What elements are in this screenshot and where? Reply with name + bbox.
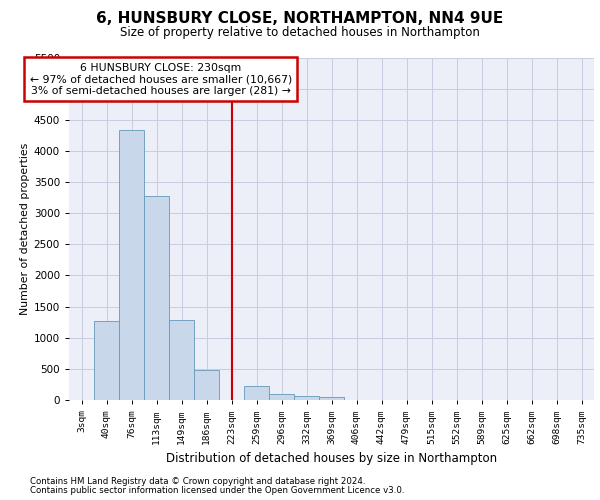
Y-axis label: Number of detached properties: Number of detached properties [20,142,29,315]
Bar [119,130,144,400]
Bar [94,321,119,400]
Text: Contains public sector information licensed under the Open Government Licence v3: Contains public sector information licen… [30,486,404,495]
Bar [169,320,194,400]
Bar [244,386,269,400]
Bar [319,396,344,400]
X-axis label: Distribution of detached houses by size in Northampton: Distribution of detached houses by size … [166,452,497,465]
Bar [294,396,319,400]
Bar [144,196,169,400]
Text: 6, HUNSBURY CLOSE, NORTHAMPTON, NN4 9UE: 6, HUNSBURY CLOSE, NORTHAMPTON, NN4 9UE [97,11,503,26]
Text: 6 HUNSBURY CLOSE: 230sqm
← 97% of detached houses are smaller (10,667)
3% of sem: 6 HUNSBURY CLOSE: 230sqm ← 97% of detach… [30,62,292,96]
Bar [194,370,219,400]
Text: Size of property relative to detached houses in Northampton: Size of property relative to detached ho… [120,26,480,39]
Bar [269,394,294,400]
Text: Contains HM Land Registry data © Crown copyright and database right 2024.: Contains HM Land Registry data © Crown c… [30,477,365,486]
